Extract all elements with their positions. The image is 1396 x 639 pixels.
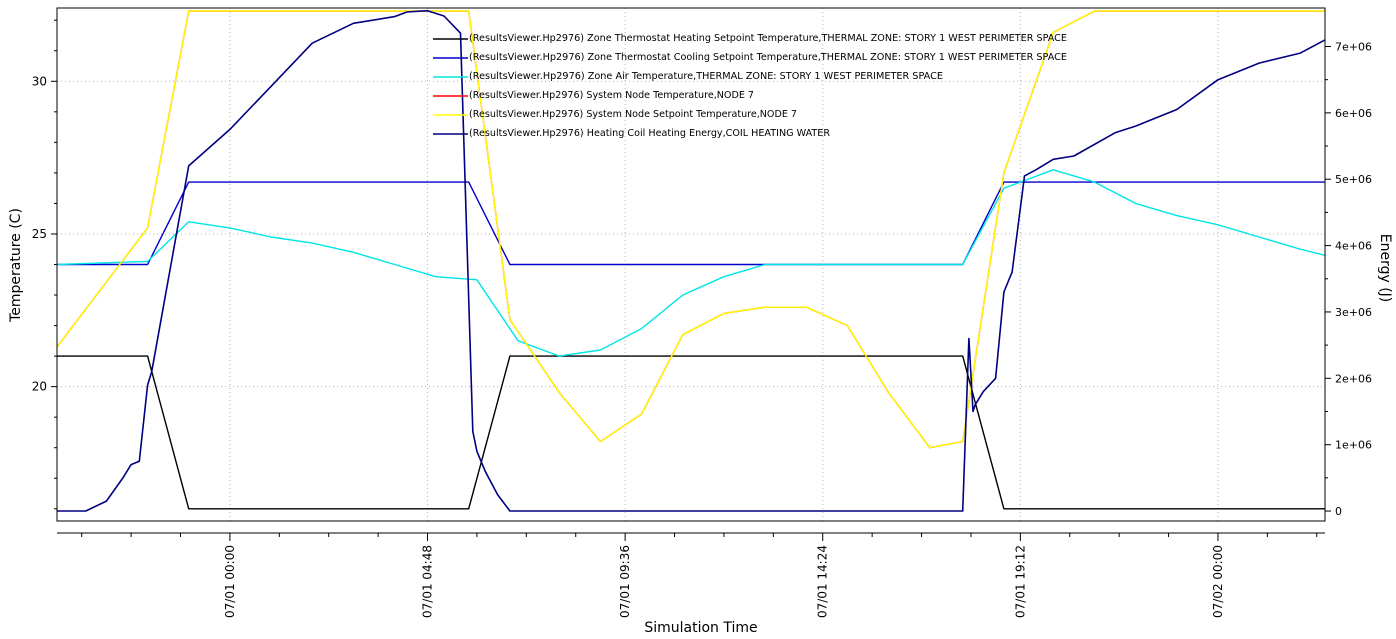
series-line-3 <box>56 169 1326 357</box>
x-tick-label: 07/01 04:48 <box>421 545 435 618</box>
legend-label: (ResultsViewer.Hp2976) Heating Coil Heat… <box>469 128 830 139</box>
y-right-tick-label: 1e+06 <box>1335 439 1372 452</box>
series-lines <box>56 9 1326 512</box>
y-right-tick-label: 2e+06 <box>1335 372 1372 385</box>
x-tick-label: 07/01 14:24 <box>816 545 830 618</box>
legend-label: (ResultsViewer.Hp2976) System Node Tempe… <box>469 90 754 101</box>
legend-label: (ResultsViewer.Hp2976) Zone Thermostat H… <box>469 33 1067 44</box>
y-right-tick-label: 6e+06 <box>1335 107 1372 120</box>
plot-frame <box>56 7 1326 534</box>
y-left-tick-label: 25 <box>32 227 47 241</box>
axes: 20 25 30 0 1e+06 2e+06 3e+06 4e+06 5e+06 6e+06 7e+… <box>8 19 1393 636</box>
y-right-axis-title: Energy (J) <box>1377 234 1393 303</box>
legend-label: (ResultsViewer.Hp2976) System Node Setpo… <box>469 109 797 120</box>
y-left-tick-label: 20 <box>32 380 47 394</box>
series-line-5 <box>56 10 1325 449</box>
series-line-1 <box>57 355 1325 510</box>
y-right-tick-label: 4e+06 <box>1335 240 1372 253</box>
x-tick-label: 07/02 00:00 <box>1211 545 1225 618</box>
x-axis-title: Simulation Time <box>644 620 757 635</box>
y-right-tick-label: 3e+06 <box>1335 306 1372 319</box>
y-right-tick-label: 5e+06 <box>1335 173 1372 186</box>
y-left-tick-label: 30 <box>32 74 47 88</box>
legend: (ResultsViewer.Hp2976) Zone Thermostat H… <box>433 33 1067 139</box>
legend-label: (ResultsViewer.Hp2976) Zone Air Temperat… <box>469 71 943 82</box>
y-right-tick-label: 0 <box>1335 505 1342 518</box>
series-line-6 <box>57 9 1326 512</box>
x-tick-label: 07/01 19:12 <box>1013 545 1027 618</box>
legend-label: (ResultsViewer.Hp2976) Zone Thermostat C… <box>469 52 1067 63</box>
x-tick-label: 07/01 09:36 <box>618 545 632 618</box>
x-tick-label: 07/01 00:00 <box>223 545 237 618</box>
series-line-2 <box>57 181 1325 266</box>
y-left-axis-title: Temperature (C) <box>8 208 24 323</box>
y-right-tick-label: 7e+06 <box>1335 40 1372 53</box>
